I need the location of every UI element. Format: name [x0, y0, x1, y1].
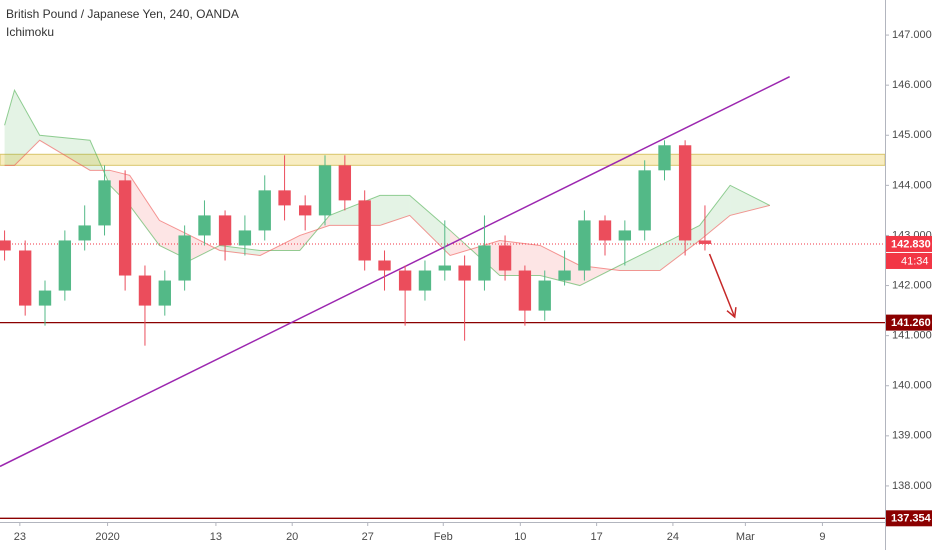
arrow-head	[726, 307, 737, 319]
y-tick-label: 146.000	[892, 79, 932, 91]
ichimoku-cloud-segment	[219, 245, 261, 256]
candle-body	[538, 280, 551, 311]
price-label: 141.260	[891, 317, 931, 329]
x-tick-label: 9	[819, 531, 825, 543]
countdown: 41:34	[901, 255, 929, 267]
y-tick-label: 145.000	[892, 129, 932, 141]
x-tick-label: 10	[514, 531, 526, 543]
ichimoku-cloud-segment	[730, 185, 770, 216]
candle-body	[318, 165, 332, 216]
ichimoku-cloud-segment	[129, 175, 160, 246]
candle-body	[98, 180, 111, 226]
ichimoku-cloud-segment	[619, 245, 660, 271]
x-tick-label: 23	[14, 531, 26, 543]
trend-line	[0, 75, 790, 468]
ichimoku-cloud-segment	[4, 90, 15, 166]
price-label: 137.354	[891, 513, 932, 525]
y-tick-label: 141.000	[892, 330, 932, 342]
candle-body	[0, 240, 11, 251]
candle-body	[58, 240, 72, 291]
price-label-box	[886, 235, 932, 252]
candle-body	[378, 260, 391, 271]
candle-body	[118, 180, 132, 276]
candle-body	[478, 245, 491, 281]
y-tick-label: 138.000	[892, 480, 932, 492]
senkou-span-b	[4, 139, 770, 272]
countdown-box	[886, 252, 932, 269]
ichimoku-cloud-segment	[189, 235, 220, 261]
candle-body	[338, 165, 352, 201]
candle-body	[518, 270, 532, 311]
ichimoku-cloud-segment	[409, 195, 451, 256]
candle-body	[678, 145, 692, 241]
plot-area	[0, 75, 886, 519]
indicator-name: Ichimoku	[6, 25, 54, 39]
x-tick-label: 24	[667, 531, 679, 543]
price-label-box	[886, 314, 932, 331]
candle-body	[578, 220, 591, 271]
candle-body	[598, 220, 612, 241]
candle-body	[38, 290, 52, 306]
candle-body	[658, 145, 671, 171]
ichimoku-cloud-segment	[699, 185, 731, 241]
x-tick-label: 17	[590, 531, 602, 543]
candle-body	[258, 190, 271, 231]
y-tick-label: 147.000	[892, 29, 932, 41]
candle-body	[398, 270, 412, 291]
candle-body	[418, 270, 432, 291]
y-tick-label: 142.000	[892, 279, 932, 291]
candle-body	[178, 235, 191, 281]
arrow	[708, 253, 736, 318]
y-tick-label: 139.000	[892, 430, 932, 442]
x-tick-label: Feb	[434, 531, 453, 543]
resistance-zone	[0, 153, 886, 166]
x-tick-label: Mar	[736, 531, 755, 543]
candle-body	[238, 230, 252, 246]
candle-body	[558, 270, 571, 281]
candle-body	[198, 215, 211, 236]
x-tick-label: 20	[286, 531, 298, 543]
candle-body	[278, 190, 291, 206]
candle-body	[438, 265, 451, 271]
candle-body	[158, 280, 171, 306]
candle-body	[498, 245, 512, 271]
candle-body	[358, 200, 371, 261]
y-tick-label: 140.000	[892, 380, 932, 392]
y-tick-label: 144.000	[892, 179, 932, 191]
x-tick-label: 13	[210, 531, 222, 543]
candle-body	[638, 170, 651, 231]
ichimoku-cloud-segment	[39, 135, 91, 171]
price-label-box	[886, 510, 932, 527]
price-label: 142.830	[891, 238, 931, 250]
candle-body	[618, 230, 632, 241]
x-tick-label: 2020	[95, 531, 119, 543]
candle-body	[298, 205, 312, 216]
candle-body	[698, 240, 712, 244]
x-tick-label: 27	[362, 531, 374, 543]
candle-body	[218, 215, 232, 246]
candle-body	[18, 250, 32, 306]
candle-body	[138, 275, 152, 306]
chart-title: British Pound / Japanese Yen, 240, OANDA	[6, 7, 239, 21]
candle-body	[458, 265, 471, 281]
candle-body	[78, 225, 91, 241]
